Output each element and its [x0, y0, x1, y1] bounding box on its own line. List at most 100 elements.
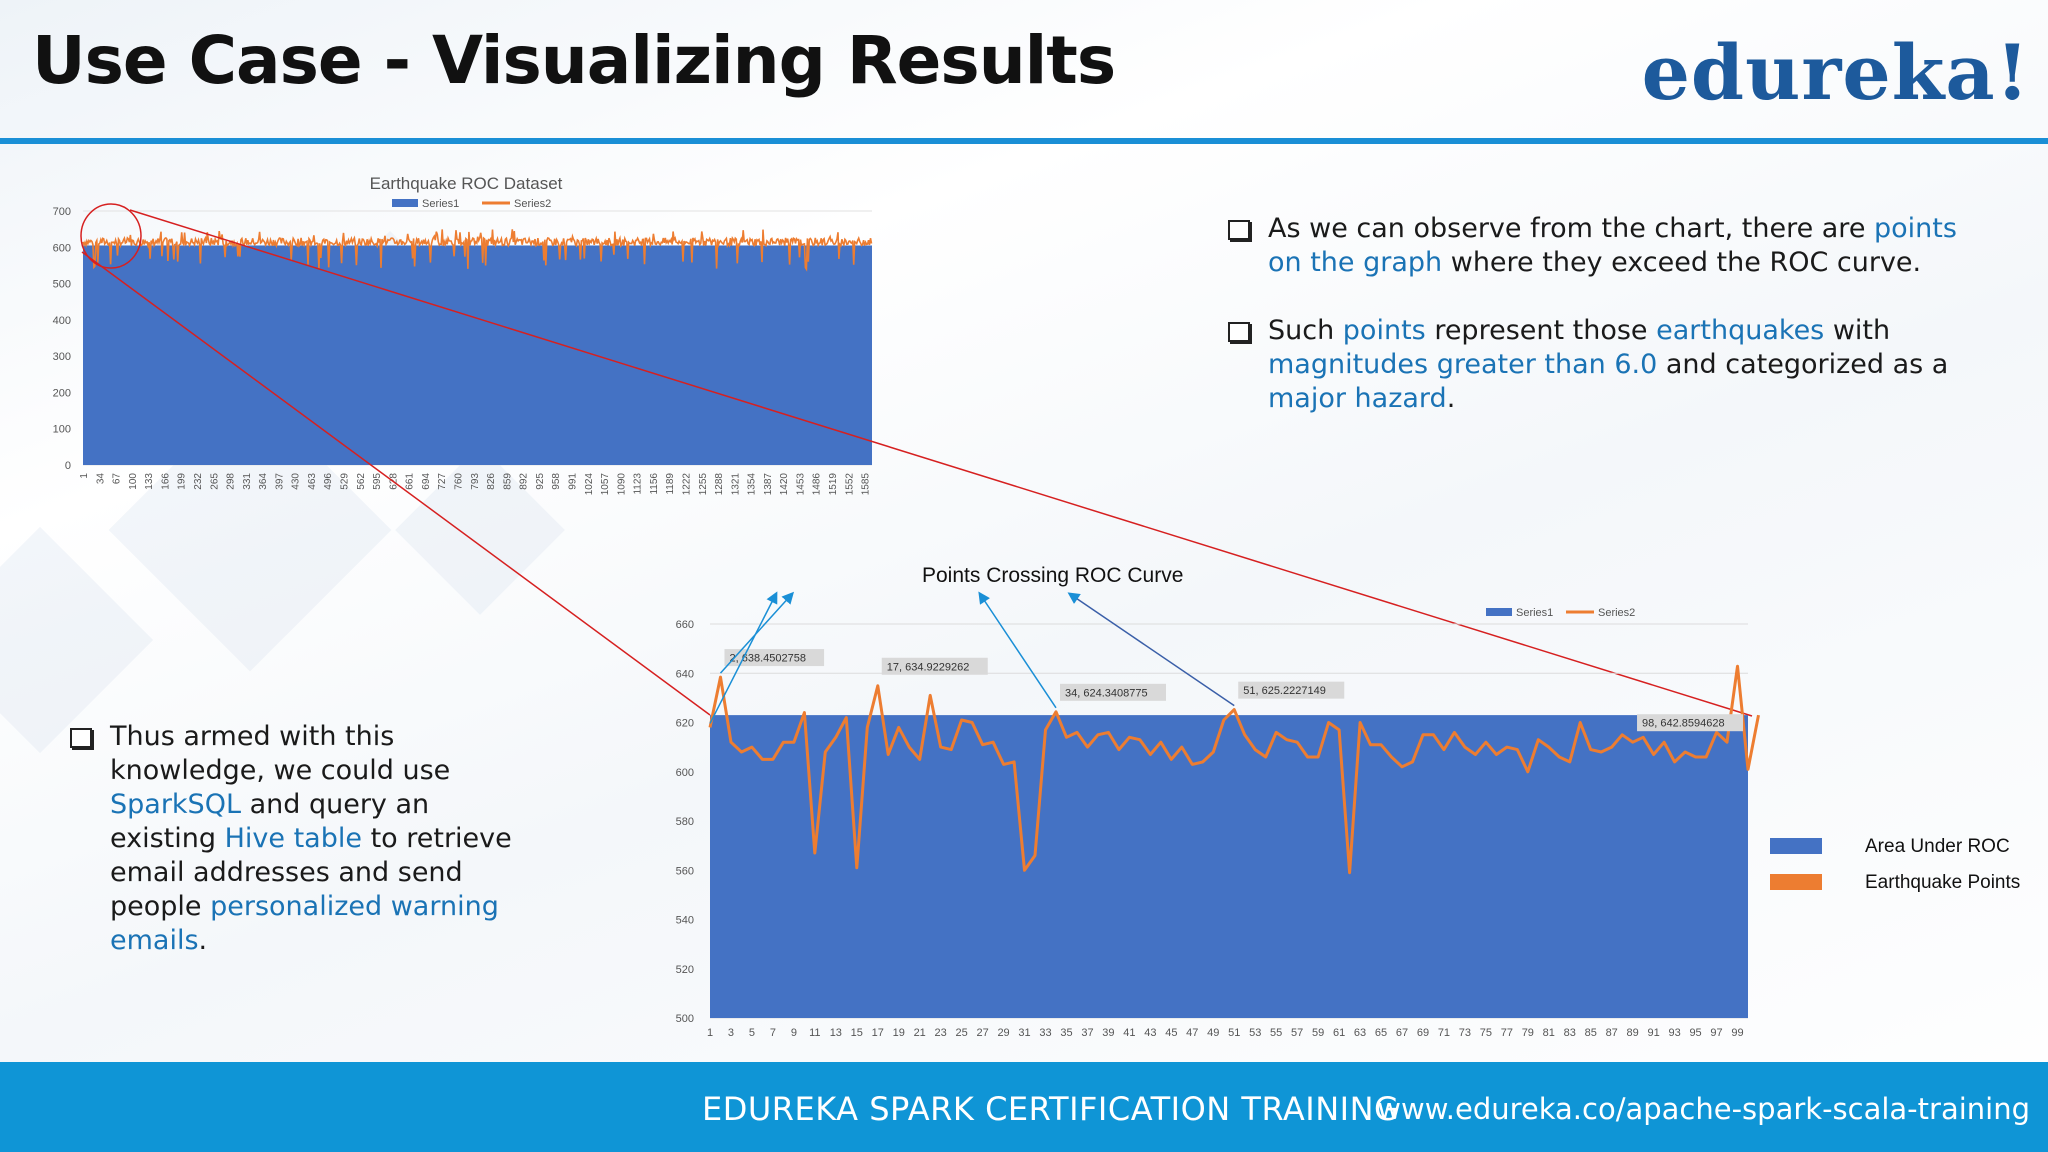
- x-tick-label: 562: [356, 473, 367, 490]
- x-tick-label: 7: [770, 1027, 776, 1039]
- x-tick-label: 892: [519, 473, 530, 490]
- x-tick-label: 81: [1543, 1027, 1555, 1039]
- x-tick-label: 1387: [763, 473, 774, 496]
- highlighted-text: magnitudes greater than 6.0: [1268, 349, 1658, 380]
- bullet-text-segment: .: [198, 925, 208, 956]
- y-tick-label: 500: [676, 1013, 694, 1025]
- legend-swatch-series1: [392, 199, 418, 207]
- x-tick-label: 53: [1249, 1027, 1261, 1039]
- left-bullet: Thus armed with this knowledge, we could…: [70, 720, 530, 958]
- chart-title: Earthquake ROC Dataset: [370, 174, 563, 193]
- x-tick-label: 21: [914, 1027, 926, 1039]
- x-tick-label: 1222: [682, 473, 693, 496]
- bullet-text-segment: Thus armed with this knowledge, we could…: [110, 721, 451, 786]
- y-tick-label: 500: [53, 279, 71, 291]
- earthquake-points-line: [708, 664, 1760, 875]
- bullet-text-segment: .: [1446, 383, 1456, 414]
- legend-label-series2: Series2: [514, 198, 551, 210]
- pointer-arrow: [719, 591, 795, 674]
- y-tick-label: 660: [676, 619, 694, 631]
- x-tick-label: 925: [535, 473, 546, 490]
- y-tick-label: 640: [676, 668, 694, 680]
- right-bullet: As we can observe from the chart, there …: [1228, 212, 1988, 280]
- x-tick-label: 1288: [714, 473, 725, 496]
- x-tick-label: 463: [307, 473, 318, 490]
- x-tick-label: 51: [1228, 1027, 1240, 1039]
- x-tick-label: 397: [274, 473, 285, 490]
- x-tick-label: 826: [486, 473, 497, 490]
- title-divider: [0, 138, 2048, 144]
- bullet-text-segment: and query an existing: [110, 789, 430, 854]
- bullet-text-segment: and categorized as a: [1657, 349, 1949, 380]
- data-label-box: [724, 649, 825, 667]
- x-tick-label: 1: [79, 473, 90, 479]
- data-label: 2, 638.4502758: [729, 653, 805, 665]
- checkbox-bullet-icon: [1228, 322, 1250, 342]
- x-tick-label: 67: [1396, 1027, 1408, 1039]
- data-label-box: [1060, 683, 1166, 701]
- right-bullet: Such points represent those earthquakes …: [1228, 314, 1988, 416]
- bullet-text-segment: Such: [1268, 315, 1343, 346]
- legend-swatch-area-under-roc: [1770, 838, 1822, 854]
- x-tick-label: 33: [1039, 1027, 1051, 1039]
- x-tick-label: 1552: [844, 473, 855, 496]
- x-tick-label: 430: [291, 473, 302, 490]
- highlighted-text: personalized warning emails: [110, 891, 499, 956]
- chart-title: Points Crossing ROC Curve: [922, 564, 1183, 587]
- x-tick-label: 694: [421, 473, 432, 490]
- x-tick-label: 595: [372, 473, 383, 490]
- x-tick-label: 67: [112, 473, 123, 485]
- x-tick-label: 79: [1522, 1027, 1534, 1039]
- y-tick-label: 400: [53, 315, 71, 327]
- bullet-text: Thus armed with this knowledge, we could…: [110, 720, 530, 958]
- x-tick-label: 69: [1417, 1027, 1429, 1039]
- checkbox-bullet-icon: [70, 728, 92, 748]
- y-tick-label: 600: [53, 242, 71, 254]
- x-tick-label: 133: [144, 473, 155, 490]
- x-tick-label: 25: [956, 1027, 968, 1039]
- bullet-text: Such points represent those earthquakes …: [1268, 314, 1988, 416]
- left-bullet-list: Thus armed with this knowledge, we could…: [70, 720, 530, 992]
- highlighted-text: earthquakes: [1656, 315, 1825, 346]
- legend-label-area-under-roc: Area Under ROC: [1865, 836, 2010, 857]
- y-tick-label: 580: [676, 816, 694, 828]
- x-tick-label: 5: [749, 1027, 755, 1039]
- data-label-box: [881, 657, 988, 675]
- x-tick-label: 1453: [796, 473, 807, 496]
- checkbox-bullet-icon: [1228, 220, 1250, 240]
- bullet-text-segment: where they exceed the ROC curve.: [1442, 247, 1922, 278]
- x-tick-label: 1024: [584, 473, 595, 496]
- bullet-text-segment: As we can observe from the chart, there …: [1268, 213, 1875, 244]
- x-tick-label: 1189: [665, 473, 676, 495]
- x-tick-label: 1321: [730, 473, 741, 496]
- pointer-arrow: [709, 591, 778, 724]
- x-tick-label: 1585: [861, 473, 872, 496]
- x-tick-label: 1354: [747, 473, 758, 496]
- x-tick-label: 85: [1585, 1027, 1597, 1039]
- x-tick-label: 83: [1564, 1027, 1576, 1039]
- area-under-roc: [710, 715, 1748, 1018]
- x-tick-label: 661: [405, 473, 416, 490]
- x-tick-label: 93: [1668, 1027, 1680, 1039]
- x-tick-label: 11: [809, 1027, 820, 1039]
- footer-course-title: EDUREKA SPARK CERTIFICATION TRAINING: [702, 1090, 1400, 1128]
- x-tick-label: 77: [1501, 1027, 1513, 1039]
- data-label: 98, 642.8594628: [1642, 718, 1725, 730]
- data-label-box: [1238, 681, 1345, 699]
- x-tick-label: 55: [1270, 1027, 1282, 1039]
- y-tick-label: 300: [53, 351, 71, 363]
- x-tick-label: 37: [1081, 1027, 1093, 1039]
- x-tick-label: 34: [95, 473, 106, 485]
- x-tick-label: 15: [851, 1027, 863, 1039]
- x-tick-label: 760: [454, 473, 465, 490]
- x-tick-label: 65: [1375, 1027, 1387, 1039]
- x-tick-label: 49: [1207, 1027, 1219, 1039]
- footer-url[interactable]: www.edureka.co/apache-spark-scala-traini…: [1377, 1092, 2030, 1126]
- bullet-text-segment: with: [1824, 315, 1891, 346]
- x-tick-label: 19: [893, 1027, 905, 1039]
- legend-label-series1: Series1: [422, 198, 459, 210]
- highlighted-text: SparkSQL: [110, 789, 241, 820]
- x-tick-label: 1057: [600, 473, 611, 496]
- x-tick-label: 17: [872, 1027, 884, 1039]
- data-label: 17, 634.9229262: [887, 661, 970, 673]
